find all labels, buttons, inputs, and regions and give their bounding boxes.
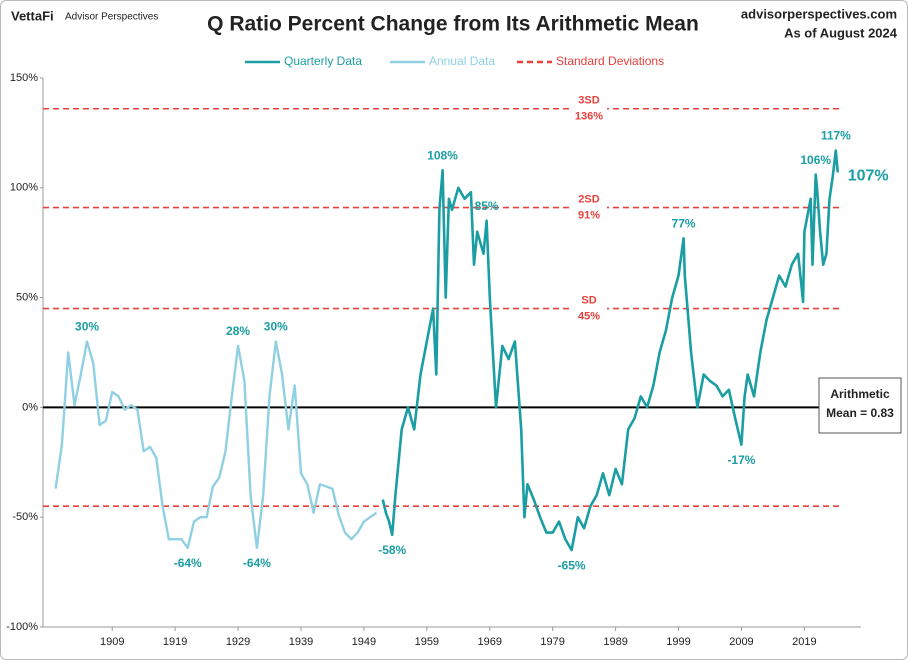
x-tick-label: 1929 (226, 636, 250, 648)
latest-label: 107% (848, 168, 889, 185)
legend-label: Annual Data (429, 54, 495, 68)
series-line (381, 149, 839, 552)
mean-box (818, 377, 902, 434)
x-tick-label: 1949 (352, 636, 376, 648)
brand-sub: Advisor Perspectives (65, 12, 158, 23)
y-tick-label: -100% (6, 621, 38, 633)
std-dev-label: 136% (575, 111, 603, 123)
brand: VettaFi (11, 8, 54, 23)
source: advisorperspectives.com (741, 6, 897, 21)
annotation: 85% (475, 199, 499, 213)
annotation: -58% (378, 543, 406, 557)
x-tick-label: 1969 (478, 636, 502, 648)
std-dev-label-bg (571, 92, 607, 125)
x-tick-label: 1939 (289, 636, 313, 648)
x-tick-label: 1989 (603, 636, 627, 648)
x-tick-label: 1909 (100, 636, 124, 648)
std-dev-label-bg (571, 191, 607, 224)
y-tick-label: 50% (16, 292, 38, 304)
annotation: 106% (800, 153, 831, 167)
annotation: 77% (672, 216, 696, 230)
x-tick-label: 2009 (729, 636, 753, 648)
x-tick-label: 1919 (163, 636, 187, 648)
legend-label: Standard Deviations (556, 54, 664, 68)
annotation: -64% (174, 556, 202, 570)
x-tick-label: 1979 (540, 636, 564, 648)
std-dev-name: SD (581, 294, 596, 306)
x-tick-label: 2019 (792, 636, 816, 648)
mean-box-text: Arithmetic (830, 387, 890, 401)
annotation: -65% (558, 558, 586, 572)
y-tick-label: 100% (10, 182, 38, 194)
x-tick-label: 1999 (666, 636, 690, 648)
date-note: As of August 2024 (784, 25, 898, 40)
annotation: 28% (226, 324, 250, 338)
legend-label: Quarterly Data (284, 54, 362, 68)
mean-box-text: Mean = 0.83 (826, 406, 894, 420)
std-dev-name: 2SD (578, 193, 599, 205)
std-dev-label-bg (571, 292, 607, 325)
y-tick-label: 150% (10, 72, 38, 84)
x-tick-label: 1959 (415, 636, 439, 648)
std-dev-label: 45% (578, 310, 600, 322)
annotation: 30% (75, 320, 99, 334)
y-tick-label: 0% (22, 401, 38, 413)
annotation: 117% (821, 129, 851, 143)
chart-title: Q Ratio Percent Change from Its Arithmet… (207, 13, 699, 36)
y-tick-label: -50% (12, 511, 38, 523)
annotation: 30% (264, 320, 288, 334)
std-dev-label: 91% (578, 209, 600, 221)
annotation: 108% (427, 148, 458, 162)
annotation: -64% (243, 556, 271, 570)
series-line (54, 340, 378, 550)
std-dev-name: 3SD (578, 95, 599, 107)
annotation: -17% (727, 453, 755, 467)
